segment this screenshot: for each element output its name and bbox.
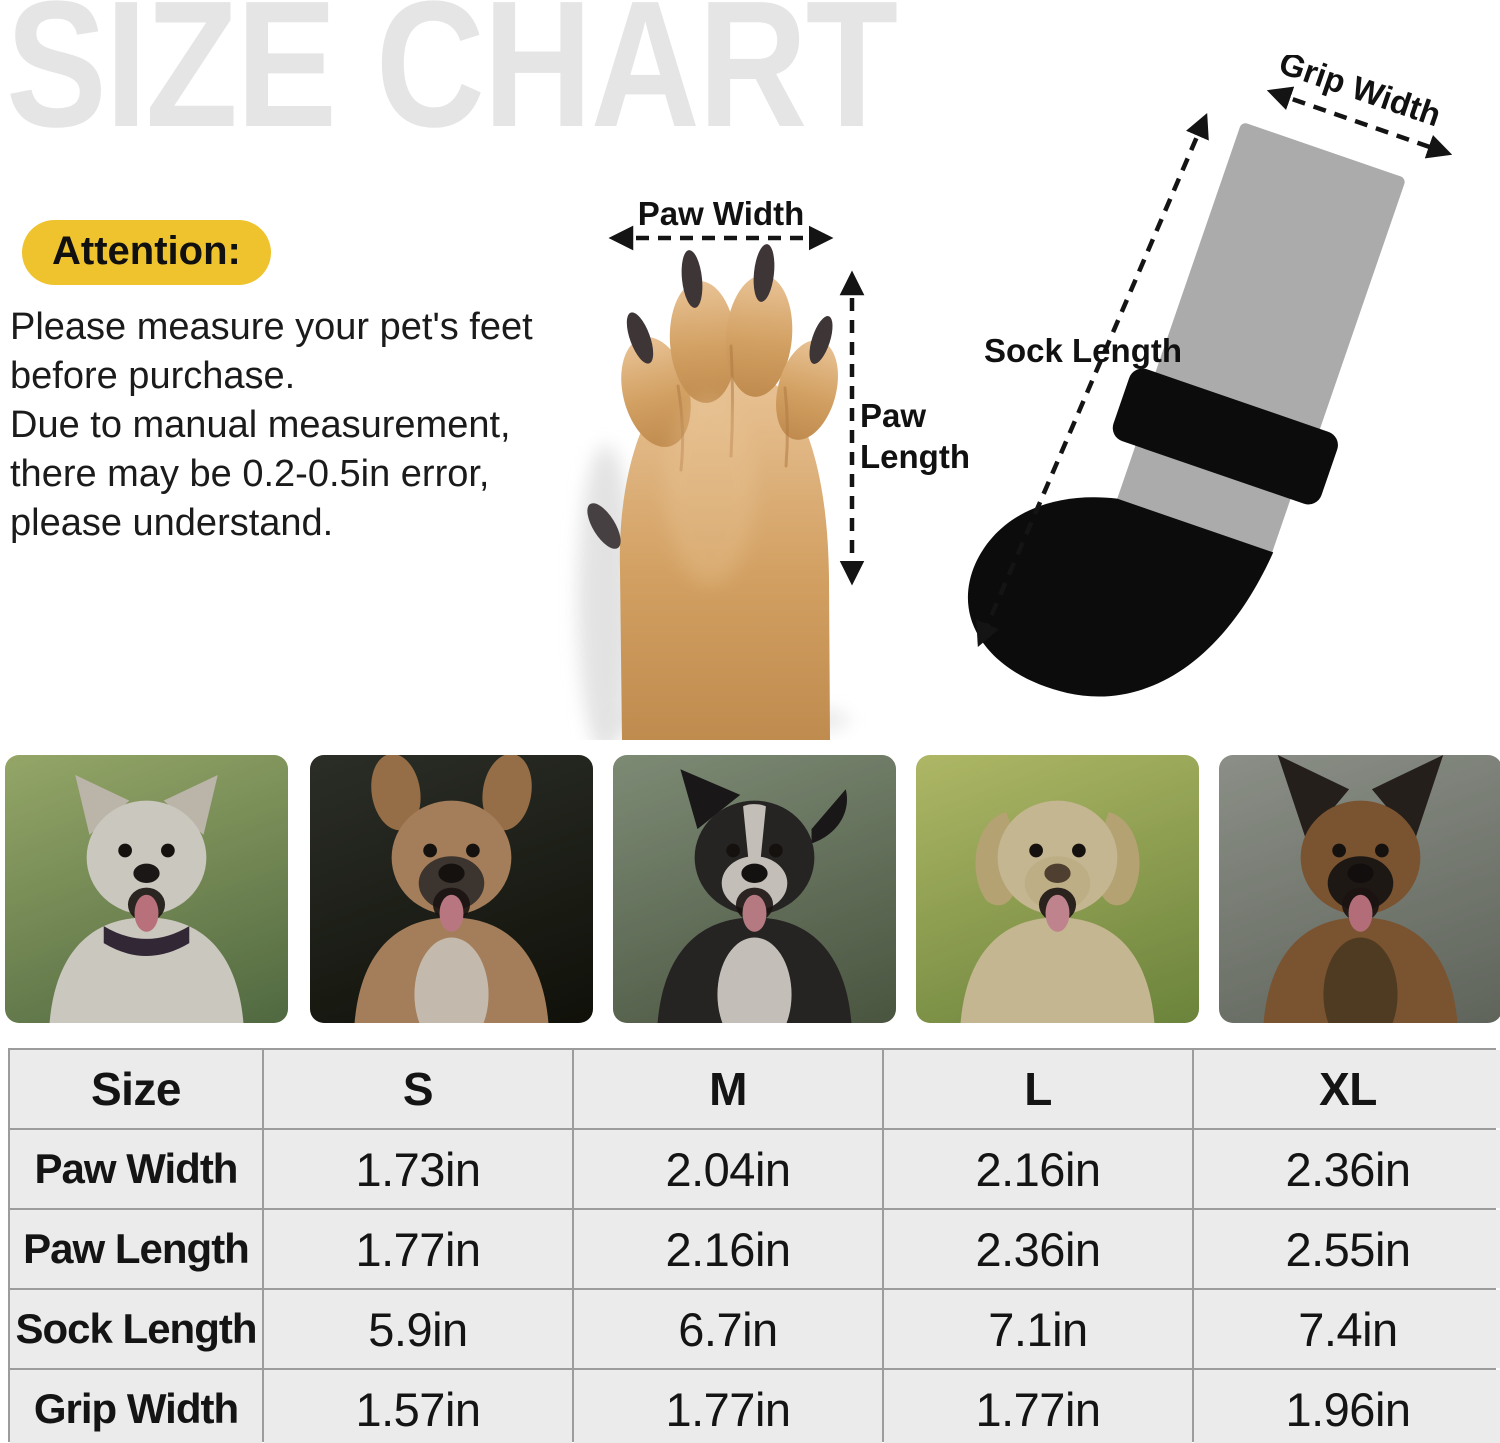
dog-illustration bbox=[1263, 755, 1458, 1023]
cell-grip-width-l: 1.77in bbox=[884, 1370, 1192, 1443]
dog-paw-illustration bbox=[587, 244, 838, 740]
cell-grip-width-m: 1.77in bbox=[574, 1370, 882, 1443]
dog-illustration bbox=[49, 774, 244, 1023]
paw-length-label-line2: Length bbox=[860, 438, 970, 475]
cell-sock-length-m: 6.7in bbox=[574, 1290, 882, 1368]
cell-paw-length-xl: 2.55in bbox=[1194, 1210, 1500, 1288]
paw-length-label-line1: Paw bbox=[860, 397, 926, 434]
photo-dim-overlay bbox=[916, 755, 1199, 1023]
dog-photo-french-bulldog bbox=[310, 755, 593, 1023]
row-label-grip-width: Grip Width bbox=[10, 1370, 262, 1443]
dog-photo-west-highland-white-terrier bbox=[5, 755, 288, 1023]
cell-grip-width-s: 1.57in bbox=[264, 1370, 572, 1443]
cell-grip-width-xl: 1.96in bbox=[1194, 1370, 1500, 1443]
dog-photo-labrador-retriever bbox=[916, 755, 1199, 1023]
cell-sock-length-s: 5.9in bbox=[264, 1290, 572, 1368]
row-label-paw-width: Paw Width bbox=[10, 1130, 262, 1208]
column-header-m: M bbox=[574, 1050, 882, 1128]
dog-breeds-photo-row bbox=[0, 755, 1500, 1023]
cell-paw-length-m: 2.16in bbox=[574, 1210, 882, 1288]
dog-photo-border-collie bbox=[613, 755, 896, 1023]
grip-width-arrow bbox=[1266, 86, 1453, 159]
photo-dim-overlay bbox=[5, 755, 288, 1023]
column-header-xl: XL bbox=[1194, 1050, 1500, 1128]
dog-illustration bbox=[960, 800, 1155, 1023]
dog-illustration bbox=[354, 755, 549, 1023]
paw-measurement-diagram: Paw Width Paw Length bbox=[578, 195, 970, 740]
dog-illustration bbox=[657, 769, 852, 1023]
column-header-size: Size bbox=[10, 1050, 262, 1128]
cell-paw-length-s: 1.77in bbox=[264, 1210, 572, 1288]
cell-paw-width-s: 1.73in bbox=[264, 1130, 572, 1208]
column-header-l: L bbox=[884, 1050, 1192, 1128]
cell-paw-length-l: 2.36in bbox=[884, 1210, 1192, 1288]
attention-badge: Attention: bbox=[22, 220, 271, 285]
column-header-s: S bbox=[264, 1050, 572, 1128]
claws bbox=[587, 244, 833, 549]
cell-sock-length-l: 7.1in bbox=[884, 1290, 1192, 1368]
dog-photo-german-shepherd bbox=[1219, 755, 1500, 1023]
cell-paw-width-m: 2.04in bbox=[574, 1130, 882, 1208]
photo-dim-overlay bbox=[310, 755, 593, 1023]
cell-paw-width-l: 2.16in bbox=[884, 1130, 1192, 1208]
attention-text: Please measure your pet's feet before pu… bbox=[10, 306, 533, 544]
row-label-paw-length: Paw Length bbox=[10, 1210, 262, 1288]
cell-sock-length-xl: 7.4in bbox=[1194, 1290, 1500, 1368]
page-title: SIZE CHART bbox=[6, 0, 898, 165]
paw-width-label: Paw Width bbox=[638, 195, 805, 232]
cell-paw-width-xl: 2.36in bbox=[1194, 1130, 1500, 1208]
sock-length-arrow bbox=[976, 112, 1209, 648]
sock-leg bbox=[1153, 123, 1405, 437]
sock-length-label: Sock Length bbox=[984, 332, 1182, 369]
dog-sock-illustration bbox=[967, 123, 1405, 697]
photo-dim-overlay bbox=[613, 755, 896, 1023]
size-table: Size S M L XL Paw Width 1.73in 2.04in 2.… bbox=[8, 1048, 1500, 1443]
sock-measurement-diagram: Grip Width Sock Length bbox=[967, 55, 1453, 697]
row-label-sock-length: Sock Length bbox=[10, 1290, 262, 1368]
photo-dim-overlay bbox=[1219, 755, 1500, 1023]
